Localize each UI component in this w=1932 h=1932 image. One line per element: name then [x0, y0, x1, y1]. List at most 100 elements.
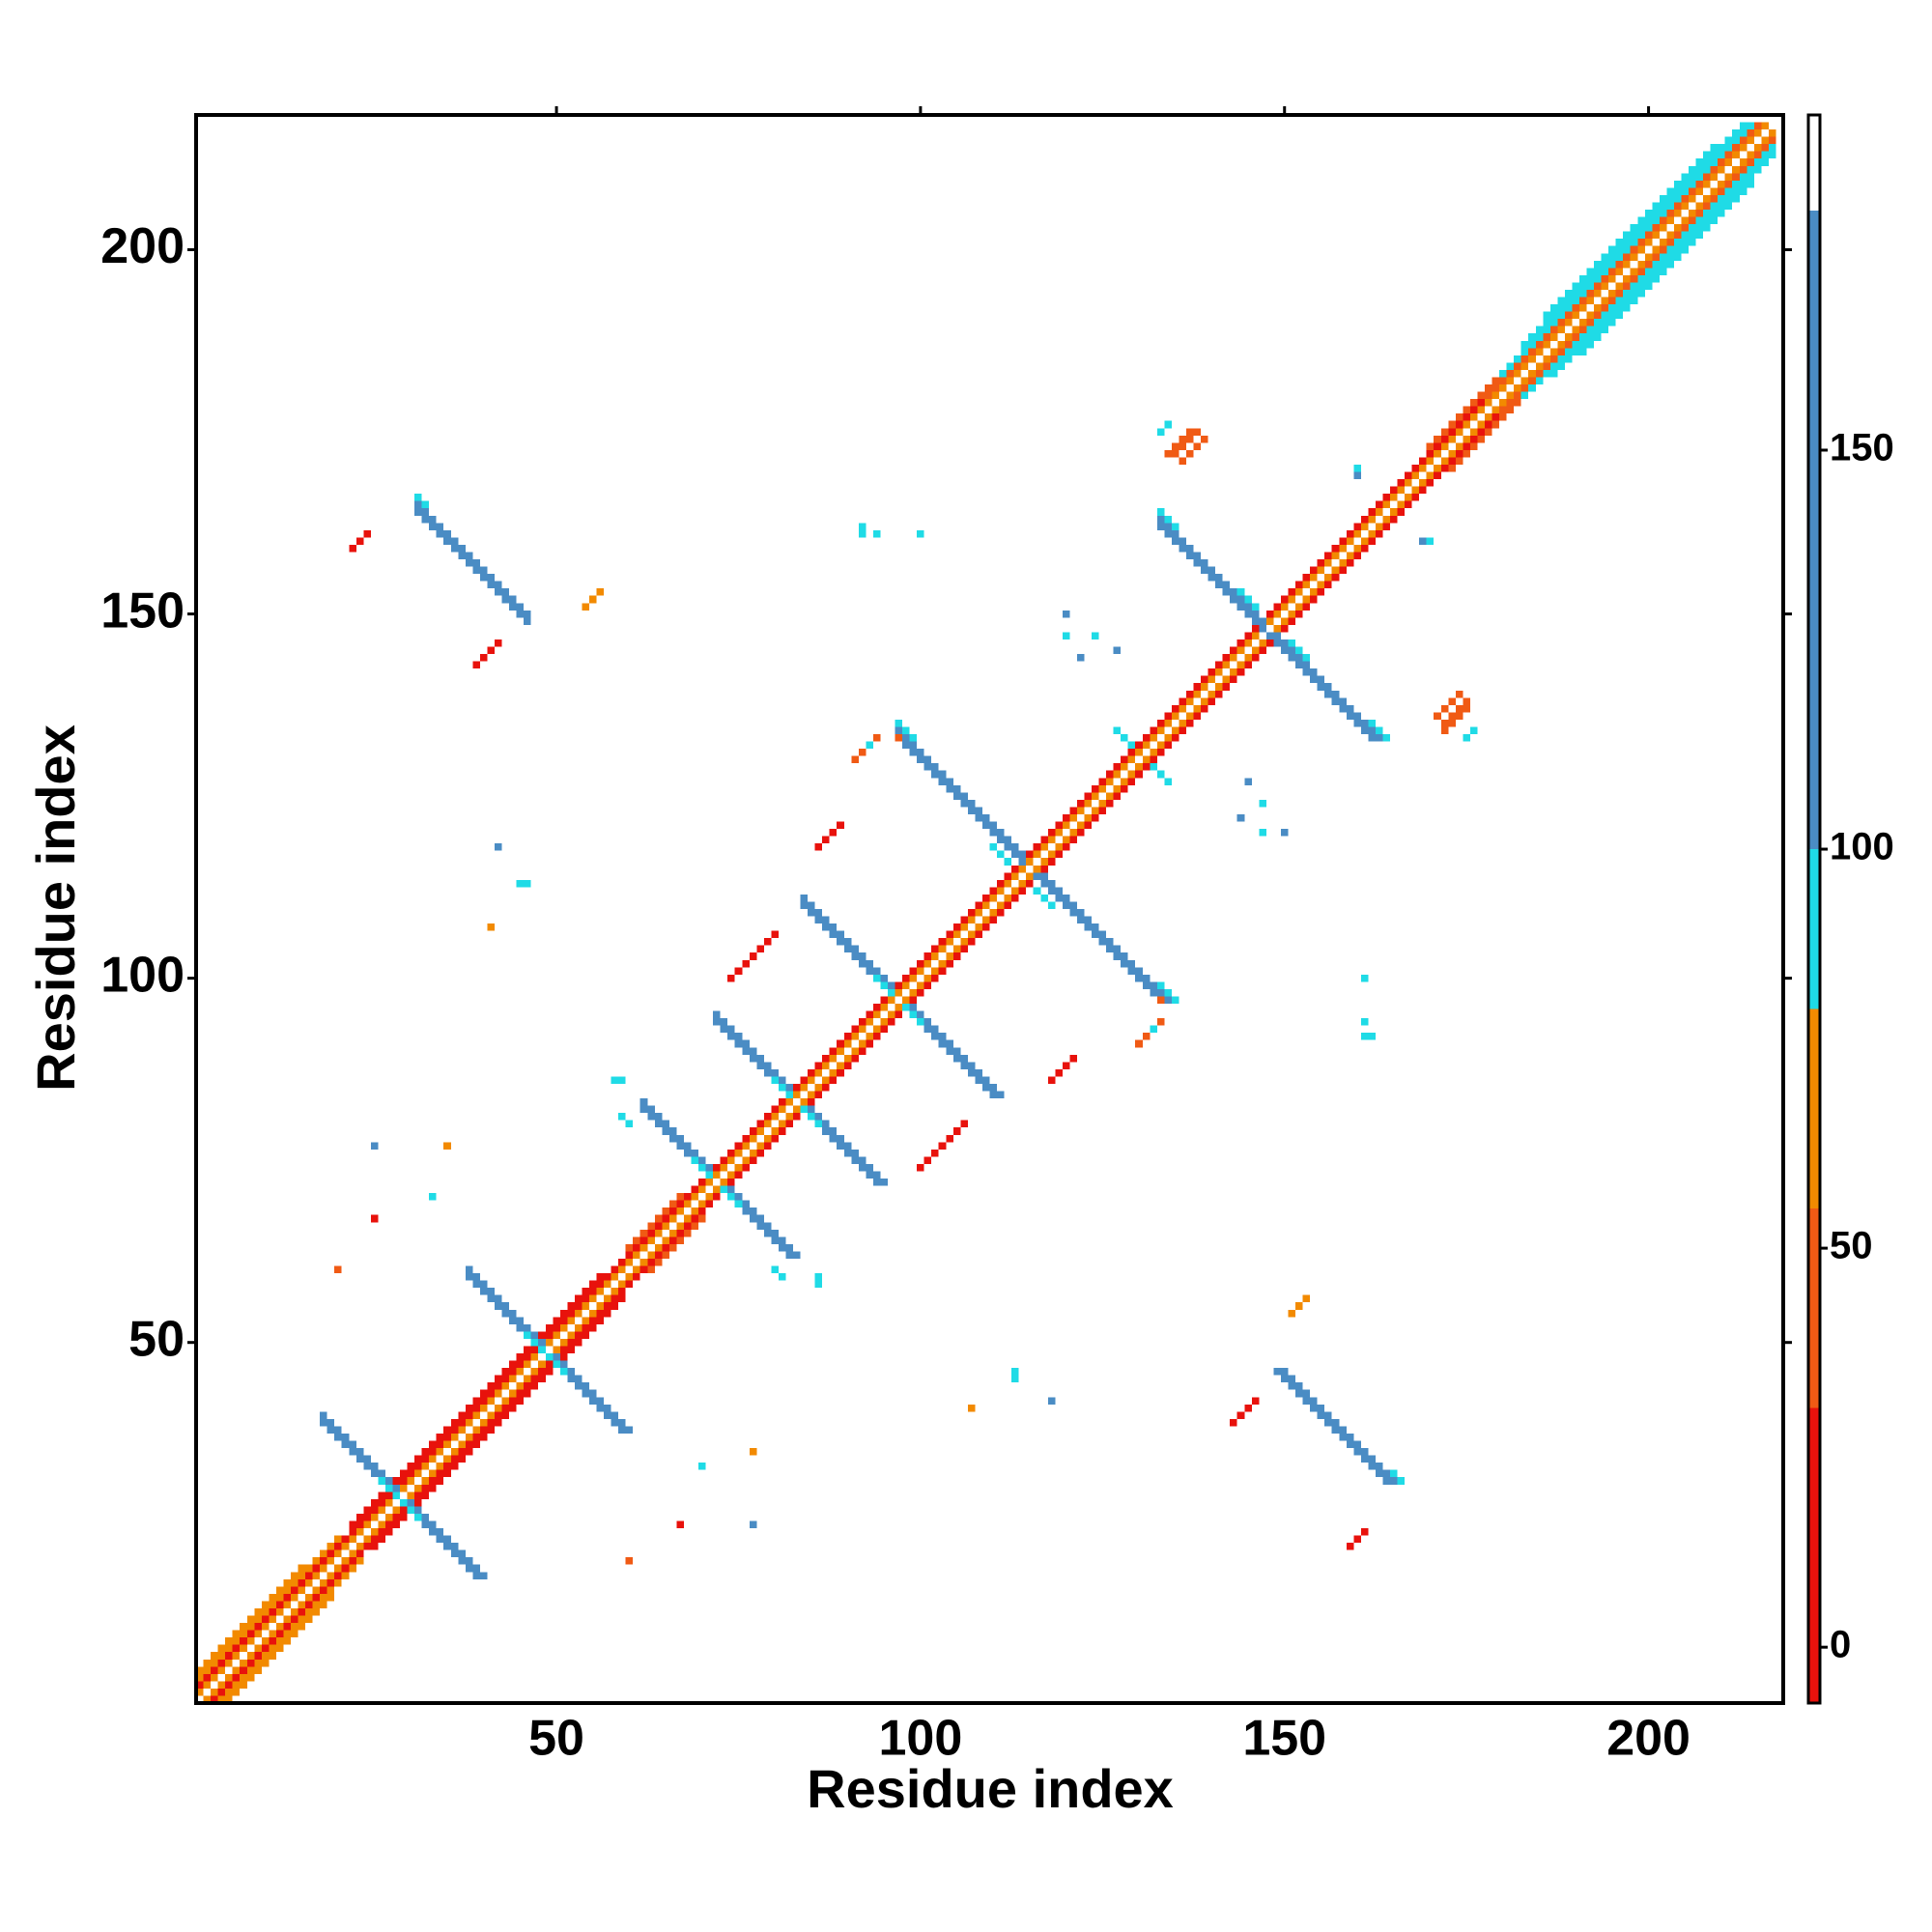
heatmap-cell [1273, 610, 1281, 618]
heatmap-cell [909, 741, 918, 750]
heatmap-cell [1747, 173, 1754, 181]
heatmap-cell [917, 959, 924, 968]
heatmap-cell [545, 1331, 554, 1339]
heatmap-cell [1543, 340, 1550, 349]
heatmap-cell [327, 1557, 335, 1565]
heatmap-cell [349, 1448, 356, 1456]
heatmap-cell [1440, 726, 1449, 735]
heatmap-cell [858, 1047, 867, 1055]
heatmap-cell [1084, 916, 1093, 924]
heatmap-cell [421, 1448, 430, 1456]
heatmap-cell [967, 930, 976, 939]
heatmap-cell [1484, 399, 1492, 407]
heatmap-cell [429, 1469, 437, 1478]
heatmap-cell [414, 1469, 422, 1478]
heatmap-cell [1259, 799, 1266, 808]
heatmap-cell [1092, 632, 1099, 639]
heatmap-cell [1280, 1368, 1289, 1376]
heatmap-cell [822, 1127, 830, 1135]
heatmap-cell [851, 945, 859, 953]
heatmap-cell [1615, 239, 1624, 246]
heatmap-cell [1615, 289, 1624, 298]
heatmap-cell [1011, 894, 1019, 902]
heatmap-cell [524, 1353, 531, 1361]
heatmap-cell [654, 1113, 663, 1121]
heatmap-cell [349, 1520, 356, 1529]
heatmap-cell [240, 1630, 247, 1638]
heatmap-cell [734, 1149, 743, 1157]
heatmap-cell [676, 1134, 684, 1143]
heatmap-cell [495, 581, 502, 589]
heatmap-cell [814, 1091, 823, 1099]
heatmap-cell [414, 1492, 422, 1499]
heatmap-cell [1360, 1018, 1369, 1026]
heatmap-cell [872, 1033, 881, 1040]
heatmap-cell [1630, 289, 1638, 298]
heatmap-cell [1156, 996, 1165, 1005]
heatmap-cell [472, 566, 480, 575]
heatmap-cell [203, 1695, 212, 1703]
heatmap-cell [1185, 690, 1194, 698]
heatmap-cell [1360, 974, 1369, 982]
heatmap-cell [1644, 274, 1653, 283]
heatmap-cell [778, 1083, 786, 1092]
heatmap-cell [749, 952, 757, 960]
heatmap-cell [1236, 646, 1245, 655]
heatmap-cell [1280, 624, 1289, 633]
heatmap-cell [1528, 377, 1536, 385]
heatmap-cell [1673, 180, 1682, 188]
heatmap-cell [668, 1127, 677, 1135]
heatmap-cell [1419, 537, 1427, 545]
heatmap-cell [800, 894, 809, 902]
heatmap-cell [1208, 566, 1216, 575]
heatmap-cell [866, 1163, 873, 1172]
heatmap-cell [1543, 319, 1550, 327]
heatmap-cell [574, 1375, 582, 1383]
heatmap-cell [1259, 829, 1266, 837]
heatmap-cell [1280, 646, 1289, 655]
heatmap-cell [946, 1134, 953, 1143]
heatmap-cell [938, 1142, 947, 1150]
heatmap-cell [1324, 1411, 1332, 1419]
heatmap-cell [1666, 187, 1674, 195]
y-axis-label: Residue index [25, 724, 86, 1092]
heatmap-cell [662, 1243, 669, 1252]
heatmap-cell [414, 1484, 422, 1492]
heatmap-cell [530, 1338, 539, 1347]
heatmap-cell [1033, 843, 1041, 851]
heatmap-cell [1040, 894, 1048, 902]
heatmap-cell [1615, 260, 1624, 269]
heatmap-cell [305, 1607, 313, 1616]
heatmap-cell [349, 1549, 356, 1558]
heatmap-cell [756, 1149, 764, 1157]
heatmap-cell [647, 1258, 655, 1266]
heatmap-cell [1724, 194, 1733, 203]
heatmap-cell [458, 1557, 466, 1565]
heatmap-cell [981, 894, 990, 902]
heatmap-cell [837, 1068, 844, 1077]
heatmap-cell [1623, 239, 1631, 246]
heatmap-cell [1761, 136, 1769, 145]
heatmap-cell [1280, 603, 1289, 611]
heatmap-cell [254, 1623, 262, 1631]
heatmap-cell [312, 1586, 321, 1594]
heatmap-cell [647, 1113, 655, 1121]
heatmap-cell [1121, 959, 1128, 968]
heatmap-cell [400, 1477, 408, 1485]
heatmap-cell [1317, 588, 1325, 596]
heatmap-cell [1397, 486, 1406, 495]
heatmap-cell [808, 1091, 815, 1099]
heatmap-cell [1331, 1418, 1340, 1427]
heatmap-cell [1092, 807, 1099, 814]
heatmap-cell [1295, 1382, 1303, 1390]
heatmap-cell [370, 1506, 379, 1514]
heatmap-cell [1230, 668, 1237, 676]
heatmap-cell [495, 1382, 502, 1390]
heatmap-cell [472, 1572, 480, 1579]
heatmap-cell [1710, 194, 1719, 203]
heatmap-cell [981, 813, 990, 822]
heatmap-cell [691, 1222, 699, 1230]
heatmap-cell [1179, 457, 1186, 465]
heatmap-cell [450, 1448, 459, 1456]
